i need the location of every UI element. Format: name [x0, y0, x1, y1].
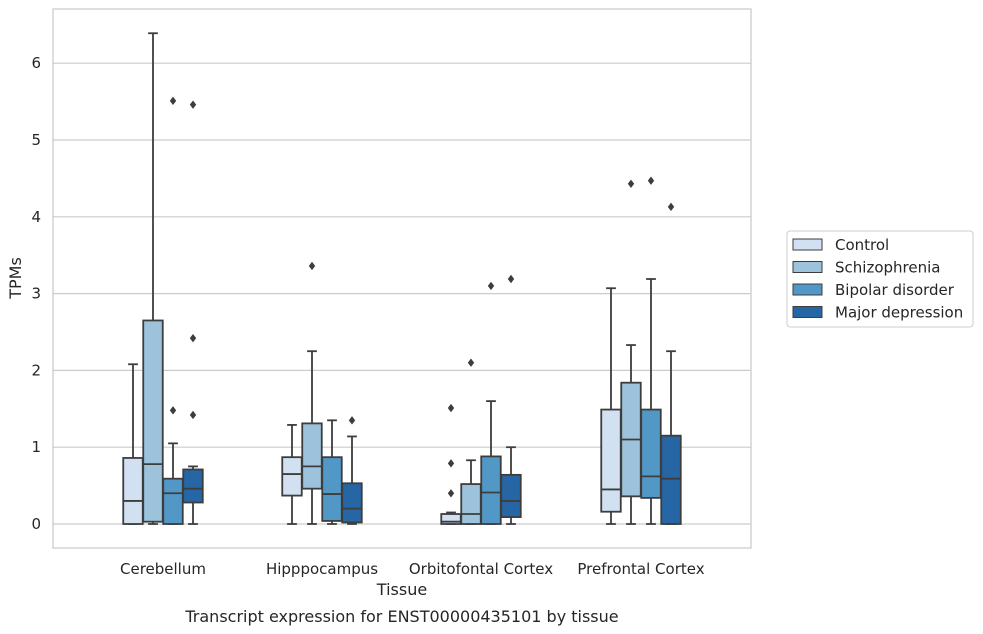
legend: Control Schizophrenia Bipolar disorder Majo… — [786, 230, 974, 328]
box — [500, 473, 522, 518]
outlier-point — [487, 281, 495, 291]
y-tick-label: 3 — [31, 285, 41, 303]
legend-label: Bipolar disorder — [835, 281, 955, 299]
legend-label: Major depression — [835, 304, 963, 322]
box-series — [122, 32, 682, 525]
box — [640, 408, 662, 499]
y-tick-label: 1 — [31, 438, 41, 456]
x-tick-label: Prefrontal Cortex — [577, 560, 704, 578]
outlier-point — [507, 274, 515, 284]
x-axis-title: Tissue — [376, 580, 427, 599]
outlier-point — [627, 179, 635, 188]
box — [281, 456, 303, 497]
legend-label: Control — [835, 236, 889, 254]
legend-swatch — [792, 283, 823, 296]
box — [301, 422, 323, 490]
y-tick-label: 6 — [31, 54, 41, 72]
outlier-point — [308, 261, 316, 271]
outlier-point — [189, 410, 197, 420]
outlier-point — [467, 358, 475, 367]
legend-swatch — [792, 261, 823, 273]
outlier-point — [647, 176, 655, 185]
chart-caption: Transcript expression for ENST0000043510… — [184, 607, 618, 626]
outlier-point — [169, 406, 177, 415]
plot-frame — [52, 8, 752, 549]
x-tick-label: Hipppocampus — [266, 560, 378, 578]
outlier-point — [189, 100, 197, 109]
box — [182, 468, 204, 504]
legend-frame — [786, 230, 974, 328]
y-tick-label: 4 — [31, 208, 41, 226]
x-tick-label: Orbitofontal Cortex — [409, 560, 553, 578]
box — [122, 457, 144, 525]
box — [321, 456, 343, 522]
outlier-point — [447, 489, 455, 498]
y-tick-label: 0 — [31, 515, 41, 533]
box — [142, 319, 164, 523]
legend-swatch — [792, 238, 823, 251]
outlier-point — [667, 202, 675, 212]
y-tick-label: 2 — [31, 361, 41, 379]
legend-swatch — [792, 306, 823, 318]
outlier-point — [447, 403, 455, 413]
y-axis-title: TPMs — [6, 257, 25, 300]
x-axis-ticks: Cerebellum Hipppocampus Orbitofontal Corte… — [120, 560, 705, 578]
box — [600, 408, 622, 513]
y-axis-ticks: 0 1 2 3 4 5 6 — [31, 54, 41, 533]
box — [460, 483, 482, 525]
x-tick-label: Cerebellum — [120, 560, 206, 578]
outlier-point — [348, 416, 356, 425]
box — [660, 434, 682, 525]
legend-label: Schizophrenia — [835, 259, 940, 277]
box — [480, 455, 502, 525]
outlier-point — [169, 96, 177, 106]
box — [162, 477, 184, 525]
box — [341, 482, 363, 524]
y-tick-label: 5 — [31, 131, 41, 149]
outlier-point — [447, 459, 455, 468]
outlier-point — [189, 333, 197, 343]
